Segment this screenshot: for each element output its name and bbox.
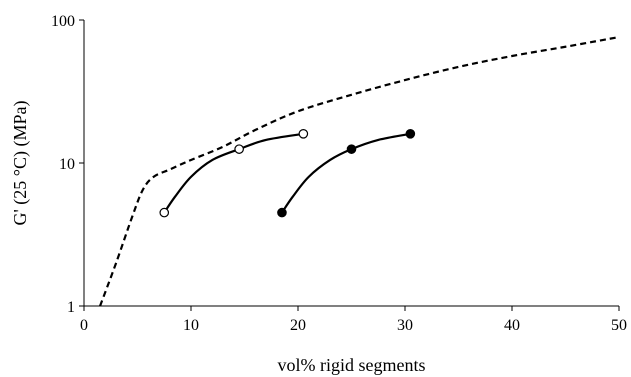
data-point-marker — [159, 207, 170, 218]
y-axis-label: G' (25 °C) (MPa) — [10, 101, 31, 226]
data-point-marker — [346, 144, 357, 154]
data-point-marker — [405, 129, 416, 139]
series-line-1 — [99, 35, 620, 307]
marker-layer — [159, 129, 416, 218]
data-point-marker — [234, 144, 244, 154]
series-line-3 — [281, 132, 411, 214]
x-axis-label: vol% rigid segments — [278, 355, 426, 375]
x-tick-label: 0 — [80, 317, 88, 334]
x-tick-label: 30 — [397, 317, 413, 334]
data-point-marker — [298, 129, 309, 139]
x-tick-label: 50 — [611, 317, 627, 334]
x-ticks: 0 10 20 30 40 50 — [80, 306, 627, 334]
series-line-2 — [163, 132, 304, 214]
plot-area: 0 10 20 30 40 50 1 10 100 — [51, 13, 627, 334]
series-layer — [99, 35, 620, 307]
x-tick-label: 20 — [290, 317, 306, 334]
y-tick-label: 100 — [51, 13, 75, 30]
x-tick-label: 10 — [183, 317, 199, 334]
y-tick-label: 1 — [67, 299, 75, 316]
x-tick-label: 40 — [504, 317, 520, 334]
y-ticks: 1 10 100 — [51, 13, 84, 316]
data-point-marker — [277, 207, 287, 218]
y-tick-label: 10 — [59, 156, 75, 173]
